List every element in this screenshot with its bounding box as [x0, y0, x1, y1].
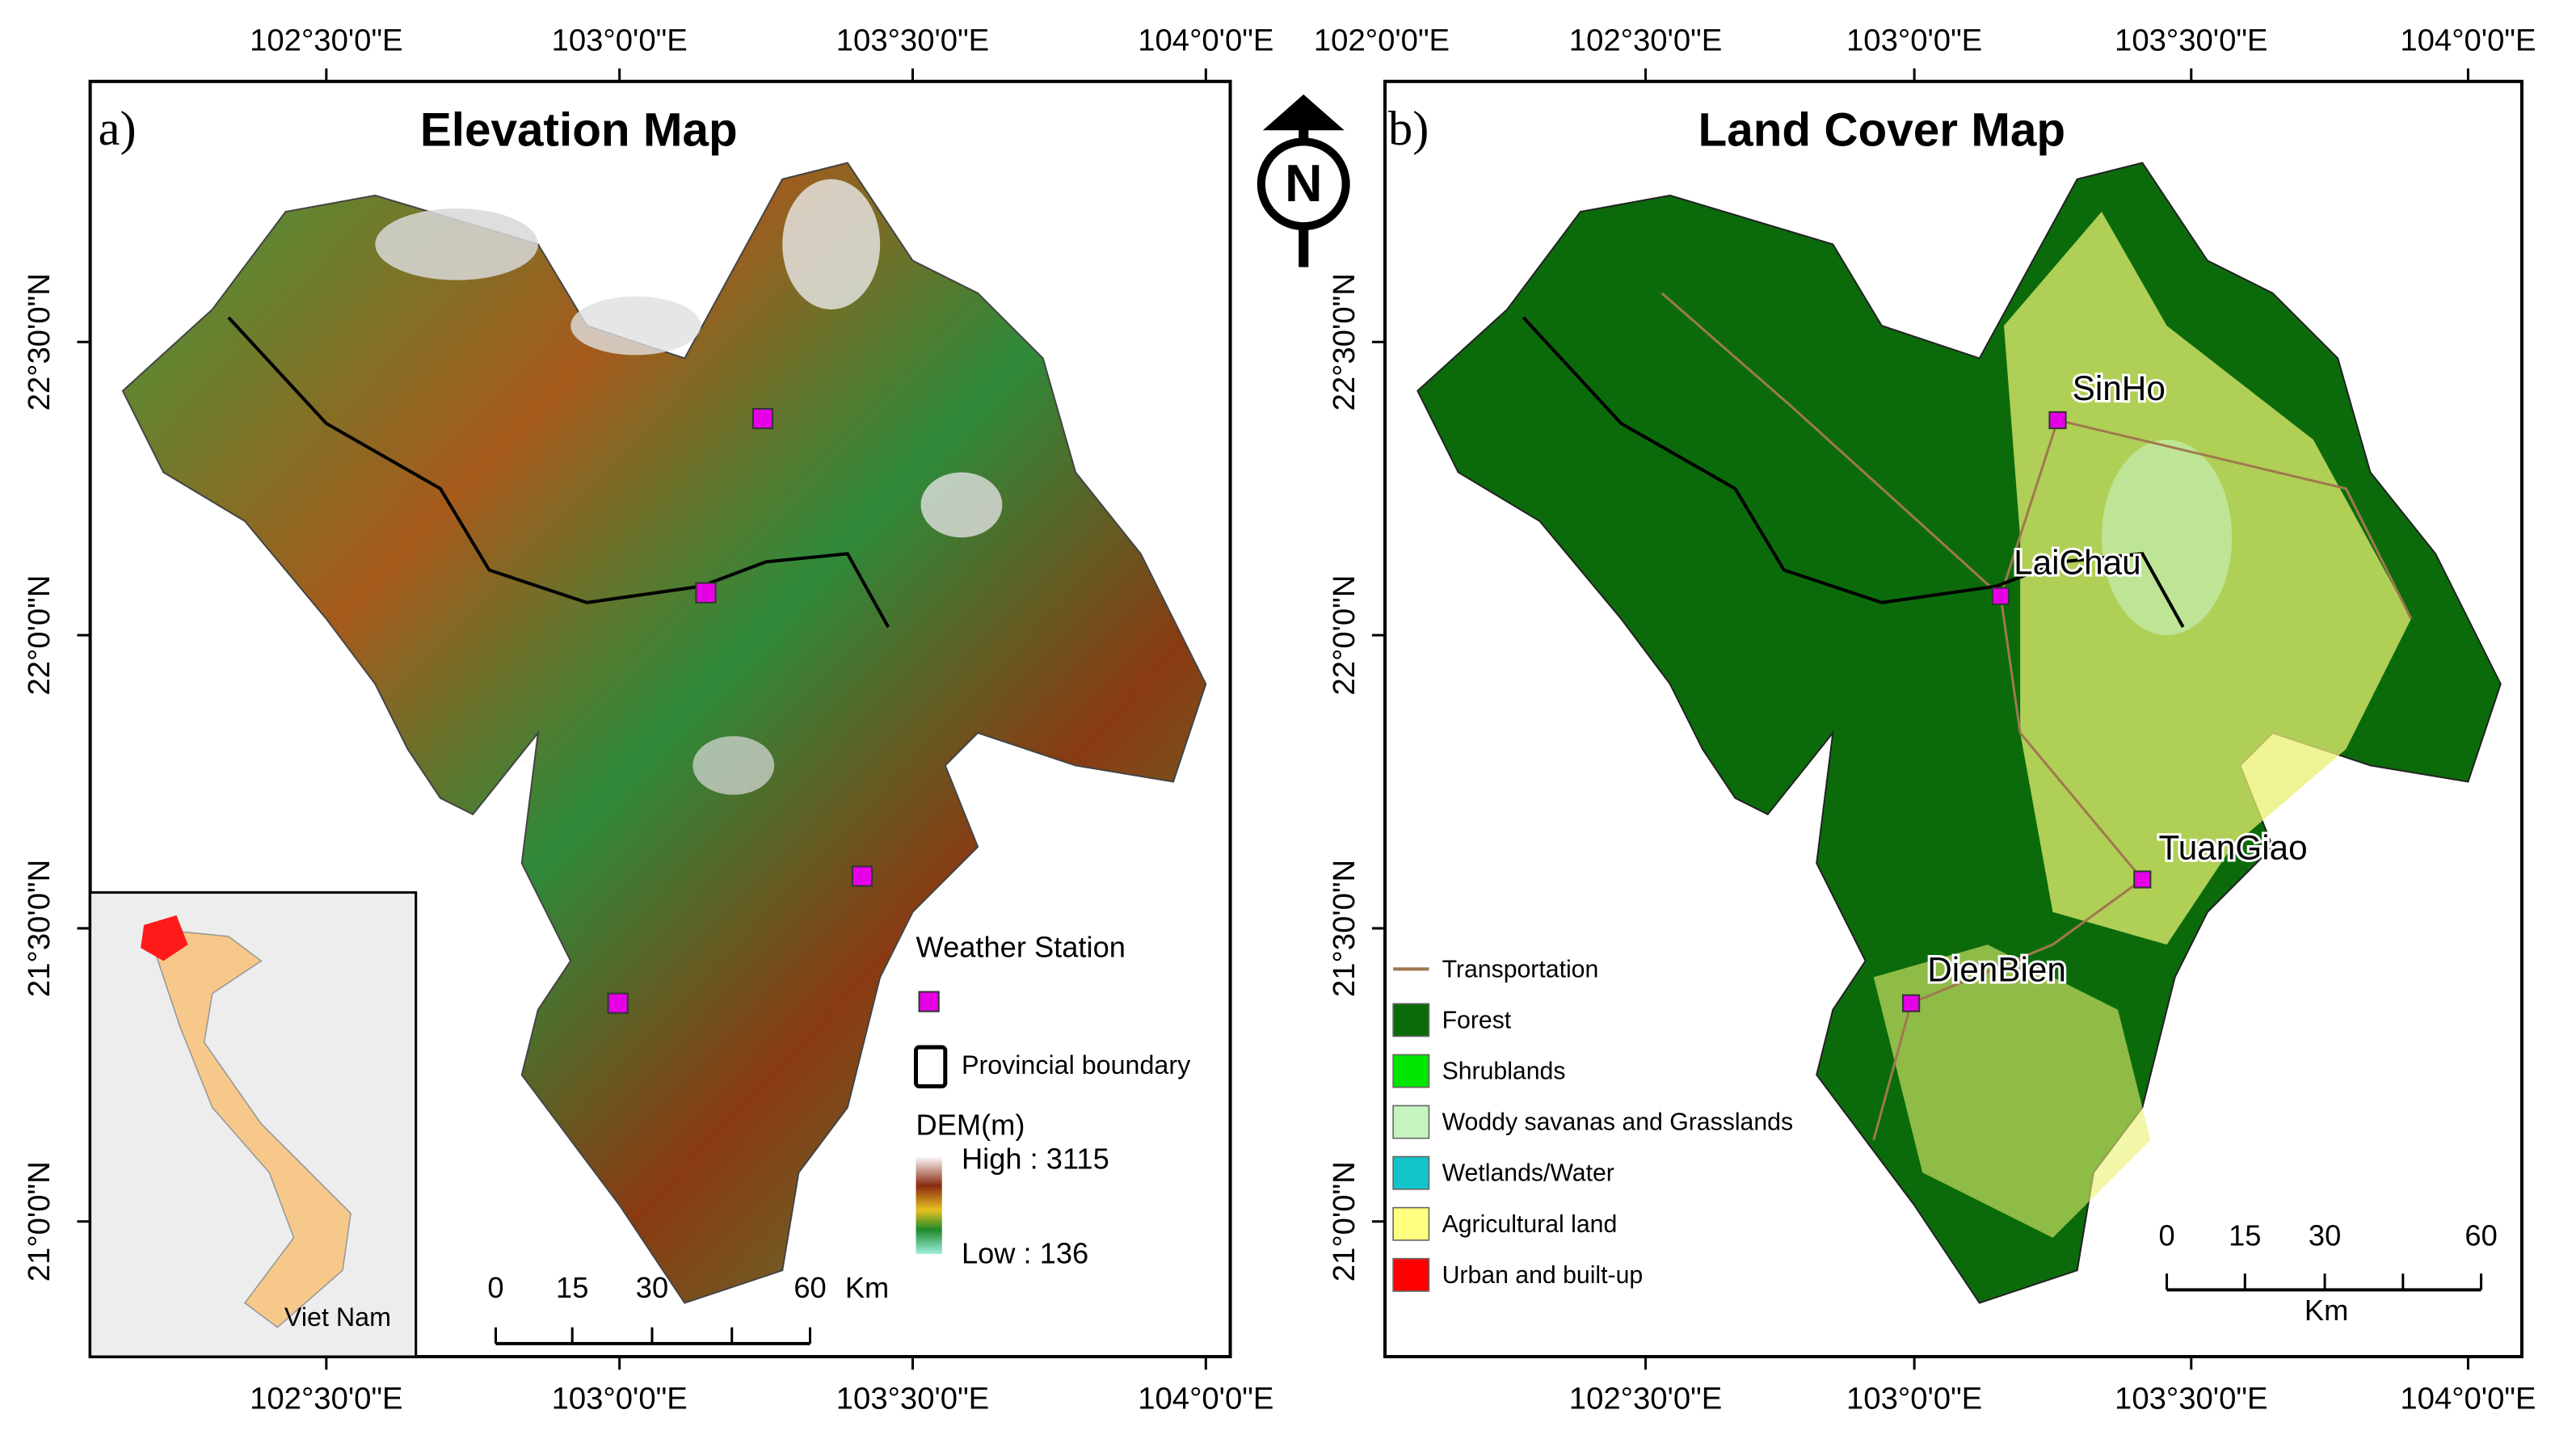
weather-station	[1991, 587, 2010, 605]
inset-map	[89, 891, 418, 1358]
arrow-circle	[1256, 137, 1350, 231]
scale-label: 30	[636, 1271, 668, 1304]
legend-swatch	[1392, 1155, 1430, 1190]
station-label: TuanGiao	[2158, 828, 2307, 866]
station-label: DienBien	[1927, 951, 2066, 989]
elevation-map	[121, 162, 1207, 1304]
side-tick-label: 21°30'0"N	[1327, 860, 1362, 997]
top-tick-label: 103°0'0"E	[1846, 23, 1982, 58]
legend-label: Shrublands	[1442, 1058, 1566, 1084]
legend-dem-title: DEM(m)	[916, 1108, 1025, 1141]
legend-boundary-label: Provincial boundary	[962, 1050, 1191, 1079]
legend-swatch	[1392, 1206, 1430, 1241]
road	[1661, 292, 2413, 620]
bottom-tick-label: 103°30'0"E	[836, 1382, 989, 1416]
legend-label: Agricultural land	[1442, 1211, 1618, 1238]
legend-dem-low: Low : 136	[962, 1237, 1088, 1270]
bottom-tick-label: 104°0'0"E	[1138, 1382, 1273, 1416]
dem-colorbar	[916, 1156, 942, 1255]
panel-label: a)	[99, 102, 137, 156]
study-area	[121, 162, 1207, 1304]
legend-swatch	[1392, 1054, 1430, 1088]
scale-label: 0	[2158, 1218, 2174, 1252]
scale-label: 60	[793, 1271, 826, 1304]
inset-label: Viet Nam	[284, 1302, 391, 1332]
panel-title: Land Cover Map	[1698, 104, 2066, 157]
scale-label: 15	[2229, 1218, 2261, 1252]
top-tick-label: 104°0'0"E	[2400, 23, 2536, 58]
legend-label: Transportation	[1442, 956, 1599, 983]
highland	[692, 736, 775, 795]
legend-station-symbol	[918, 991, 940, 1012]
side-tick-label: 22°30'0"N	[1327, 273, 1362, 410]
left-tick-label: 21°0'0"N	[22, 1161, 57, 1281]
north-arrow: N	[1256, 94, 1350, 267]
bottom-tick-label: 103°0'0"E	[552, 1382, 688, 1416]
top-tick-label: 104°0'0"E	[1138, 23, 1273, 58]
legend-swatch	[1392, 1105, 1430, 1139]
weather-station	[2133, 870, 2152, 889]
legend-swatch	[1392, 1003, 1430, 1037]
scale-label: 15	[556, 1271, 588, 1304]
scale-unit: Km	[2305, 1294, 2348, 1327]
panel-title: Elevation Map	[420, 104, 738, 157]
bottom-tick-label: 102°30'0"E	[250, 1382, 402, 1416]
side-tick-label: 22°0'0"N	[1327, 575, 1362, 696]
scale-label: 60	[2465, 1218, 2497, 1252]
top-tick-label: 102°30'0"E	[1569, 23, 1722, 58]
highland	[920, 472, 1003, 538]
scale-unit: Km	[845, 1271, 889, 1304]
highland	[570, 296, 701, 356]
weather-station	[607, 992, 629, 1014]
provincial-boundary	[1522, 316, 2185, 629]
north-label: N	[1285, 154, 1323, 213]
panel-label: b)	[1388, 102, 1429, 156]
land-cover-map	[1416, 162, 2502, 1304]
bottom-tick-label: 103°0'0"E	[1846, 1382, 1982, 1416]
top-tick-label: 103°0'0"E	[552, 23, 688, 58]
bottom-tick-label: 104°0'0"E	[2400, 1382, 2536, 1416]
side-tick-label: 21°0'0"N	[1327, 1161, 1362, 1281]
vietnam-shape	[145, 928, 351, 1328]
legend-label: Forest	[1442, 1007, 1512, 1033]
weather-station	[751, 407, 774, 430]
study-area-location	[141, 915, 188, 962]
legend-swatch	[1392, 1257, 1430, 1292]
arrow-head	[1262, 94, 1345, 131]
station-label: SinHo	[2073, 369, 2166, 407]
legend-label: Woddy savanas and Grasslands	[1442, 1109, 1793, 1136]
weather-station	[1902, 994, 1921, 1012]
left-tick-label: 22°30'0"N	[22, 273, 57, 410]
agricultural-area	[1873, 945, 2151, 1238]
top-tick-label: 102°30'0"E	[250, 23, 402, 58]
grassland-area	[2101, 440, 2233, 636]
provincial-boundary	[227, 316, 890, 629]
highland	[782, 179, 881, 309]
legend-station-label: Weather Station	[916, 931, 1126, 964]
left-tick-label: 22°0'0"N	[22, 575, 57, 696]
top-tick-label: 103°30'0"E	[836, 23, 989, 58]
bottom-tick-label: 103°30'0"E	[2115, 1382, 2267, 1416]
station-label: LaiChau	[2014, 544, 2141, 582]
top-tick-label: 102°0'0"E	[1314, 23, 1450, 58]
legend-label: Urban and built-up	[1442, 1262, 1644, 1289]
scale-label: 30	[2309, 1218, 2341, 1252]
bottom-tick-label: 102°30'0"E	[1569, 1382, 1722, 1416]
highland	[375, 208, 538, 280]
scale-label: 0	[487, 1271, 503, 1304]
weather-station	[2048, 410, 2067, 430]
legend-boundary-symbol	[914, 1045, 948, 1088]
weather-station	[851, 865, 873, 887]
left-tick-label: 21°30'0"N	[22, 860, 57, 997]
top-tick-label: 103°30'0"E	[2115, 23, 2267, 58]
legend-label: Wetlands/Water	[1442, 1160, 1614, 1187]
legend-dem-high: High : 3115	[962, 1142, 1109, 1176]
weather-station	[695, 582, 717, 604]
